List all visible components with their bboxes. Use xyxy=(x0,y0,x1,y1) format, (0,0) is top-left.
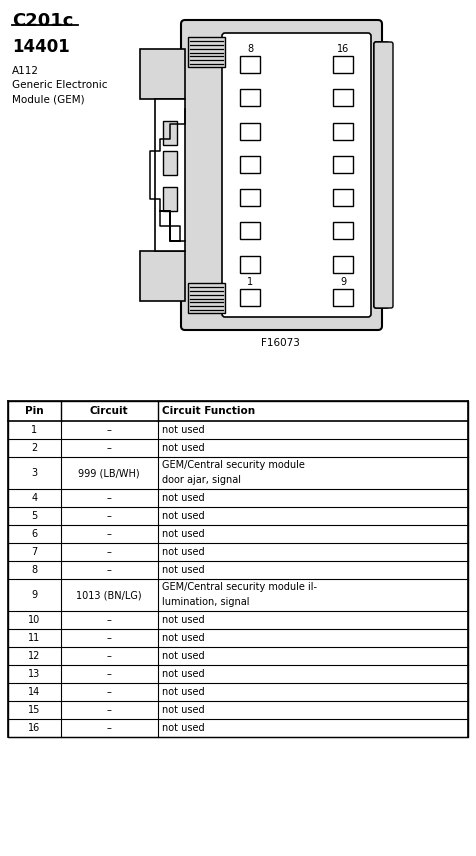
Text: –: – xyxy=(107,547,112,557)
Text: not used: not used xyxy=(162,723,205,733)
Text: 3: 3 xyxy=(31,468,38,478)
Bar xyxy=(240,89,260,106)
Text: not used: not used xyxy=(162,705,205,715)
Text: not used: not used xyxy=(162,565,205,575)
Text: GEM/Central security module il-: GEM/Central security module il- xyxy=(162,582,317,592)
Text: –: – xyxy=(107,633,112,643)
Text: A112
Generic Electronic
Module (GEM): A112 Generic Electronic Module (GEM) xyxy=(12,66,108,104)
Bar xyxy=(140,49,185,99)
Text: –: – xyxy=(107,443,112,453)
Text: not used: not used xyxy=(162,493,205,503)
Text: –: – xyxy=(107,687,112,697)
Text: 8: 8 xyxy=(247,44,253,54)
FancyBboxPatch shape xyxy=(374,42,393,308)
Text: –: – xyxy=(107,651,112,661)
Bar xyxy=(240,189,260,206)
Text: 14401: 14401 xyxy=(12,38,70,56)
Text: not used: not used xyxy=(162,443,205,453)
Bar xyxy=(240,256,260,273)
Bar xyxy=(188,37,225,67)
Text: –: – xyxy=(107,565,112,575)
Text: 12: 12 xyxy=(28,651,40,661)
FancyBboxPatch shape xyxy=(222,33,371,317)
Text: 11: 11 xyxy=(29,633,40,643)
Text: not used: not used xyxy=(162,511,205,521)
Text: 9: 9 xyxy=(31,590,38,600)
Bar xyxy=(240,156,260,173)
Bar xyxy=(333,223,353,240)
Text: –: – xyxy=(107,723,112,733)
Text: 2: 2 xyxy=(31,443,38,453)
Text: 16: 16 xyxy=(29,723,40,733)
Bar xyxy=(240,56,260,73)
Bar xyxy=(333,256,353,273)
Bar xyxy=(333,89,353,106)
Bar xyxy=(155,99,185,251)
Text: –: – xyxy=(107,705,112,715)
Bar xyxy=(240,122,260,140)
FancyBboxPatch shape xyxy=(181,20,382,330)
Bar xyxy=(163,187,177,211)
Text: not used: not used xyxy=(162,633,205,643)
Text: not used: not used xyxy=(162,669,205,679)
Text: 4: 4 xyxy=(31,493,38,503)
Bar xyxy=(163,151,177,175)
Text: lumination, signal: lumination, signal xyxy=(162,597,250,607)
Bar xyxy=(240,223,260,240)
Bar xyxy=(140,251,185,301)
Text: –: – xyxy=(107,529,112,539)
Text: not used: not used xyxy=(162,425,205,435)
Bar xyxy=(8,401,468,737)
Text: Pin: Pin xyxy=(25,406,44,416)
Text: F16073: F16073 xyxy=(260,338,299,348)
Text: 8: 8 xyxy=(31,565,38,575)
Text: 999 (LB/WH): 999 (LB/WH) xyxy=(79,468,140,478)
Text: not used: not used xyxy=(162,651,205,661)
Text: 14: 14 xyxy=(29,687,40,697)
Text: 6: 6 xyxy=(31,529,38,539)
Text: –: – xyxy=(107,669,112,679)
Text: door ajar, signal: door ajar, signal xyxy=(162,475,241,485)
Bar xyxy=(240,289,260,306)
Bar xyxy=(333,156,353,173)
Text: 1013 (BN/LG): 1013 (BN/LG) xyxy=(76,590,142,600)
Text: Circuit Function: Circuit Function xyxy=(162,406,256,416)
Text: not used: not used xyxy=(162,615,205,625)
Text: not used: not used xyxy=(162,687,205,697)
Text: –: – xyxy=(107,493,112,503)
Text: 16: 16 xyxy=(337,44,349,54)
Text: 13: 13 xyxy=(29,669,40,679)
Text: –: – xyxy=(107,615,112,625)
Text: not used: not used xyxy=(162,547,205,557)
Bar xyxy=(333,289,353,306)
Text: 15: 15 xyxy=(28,705,40,715)
Text: Circuit: Circuit xyxy=(90,406,129,416)
Text: 1: 1 xyxy=(247,277,253,287)
Bar xyxy=(333,122,353,140)
Text: GEM/Central security module: GEM/Central security module xyxy=(162,460,306,470)
FancyBboxPatch shape xyxy=(374,42,384,308)
Text: 10: 10 xyxy=(29,615,40,625)
Text: –: – xyxy=(107,511,112,521)
Text: –: – xyxy=(107,425,112,435)
Bar xyxy=(163,121,177,145)
Bar xyxy=(333,56,353,73)
Bar xyxy=(333,189,353,206)
Bar xyxy=(188,283,225,313)
Text: 7: 7 xyxy=(31,547,38,557)
Text: 9: 9 xyxy=(340,277,346,287)
Text: 1: 1 xyxy=(31,425,38,435)
Text: 5: 5 xyxy=(31,511,38,521)
Text: C201c: C201c xyxy=(12,12,73,30)
Text: not used: not used xyxy=(162,529,205,539)
FancyBboxPatch shape xyxy=(374,42,389,308)
